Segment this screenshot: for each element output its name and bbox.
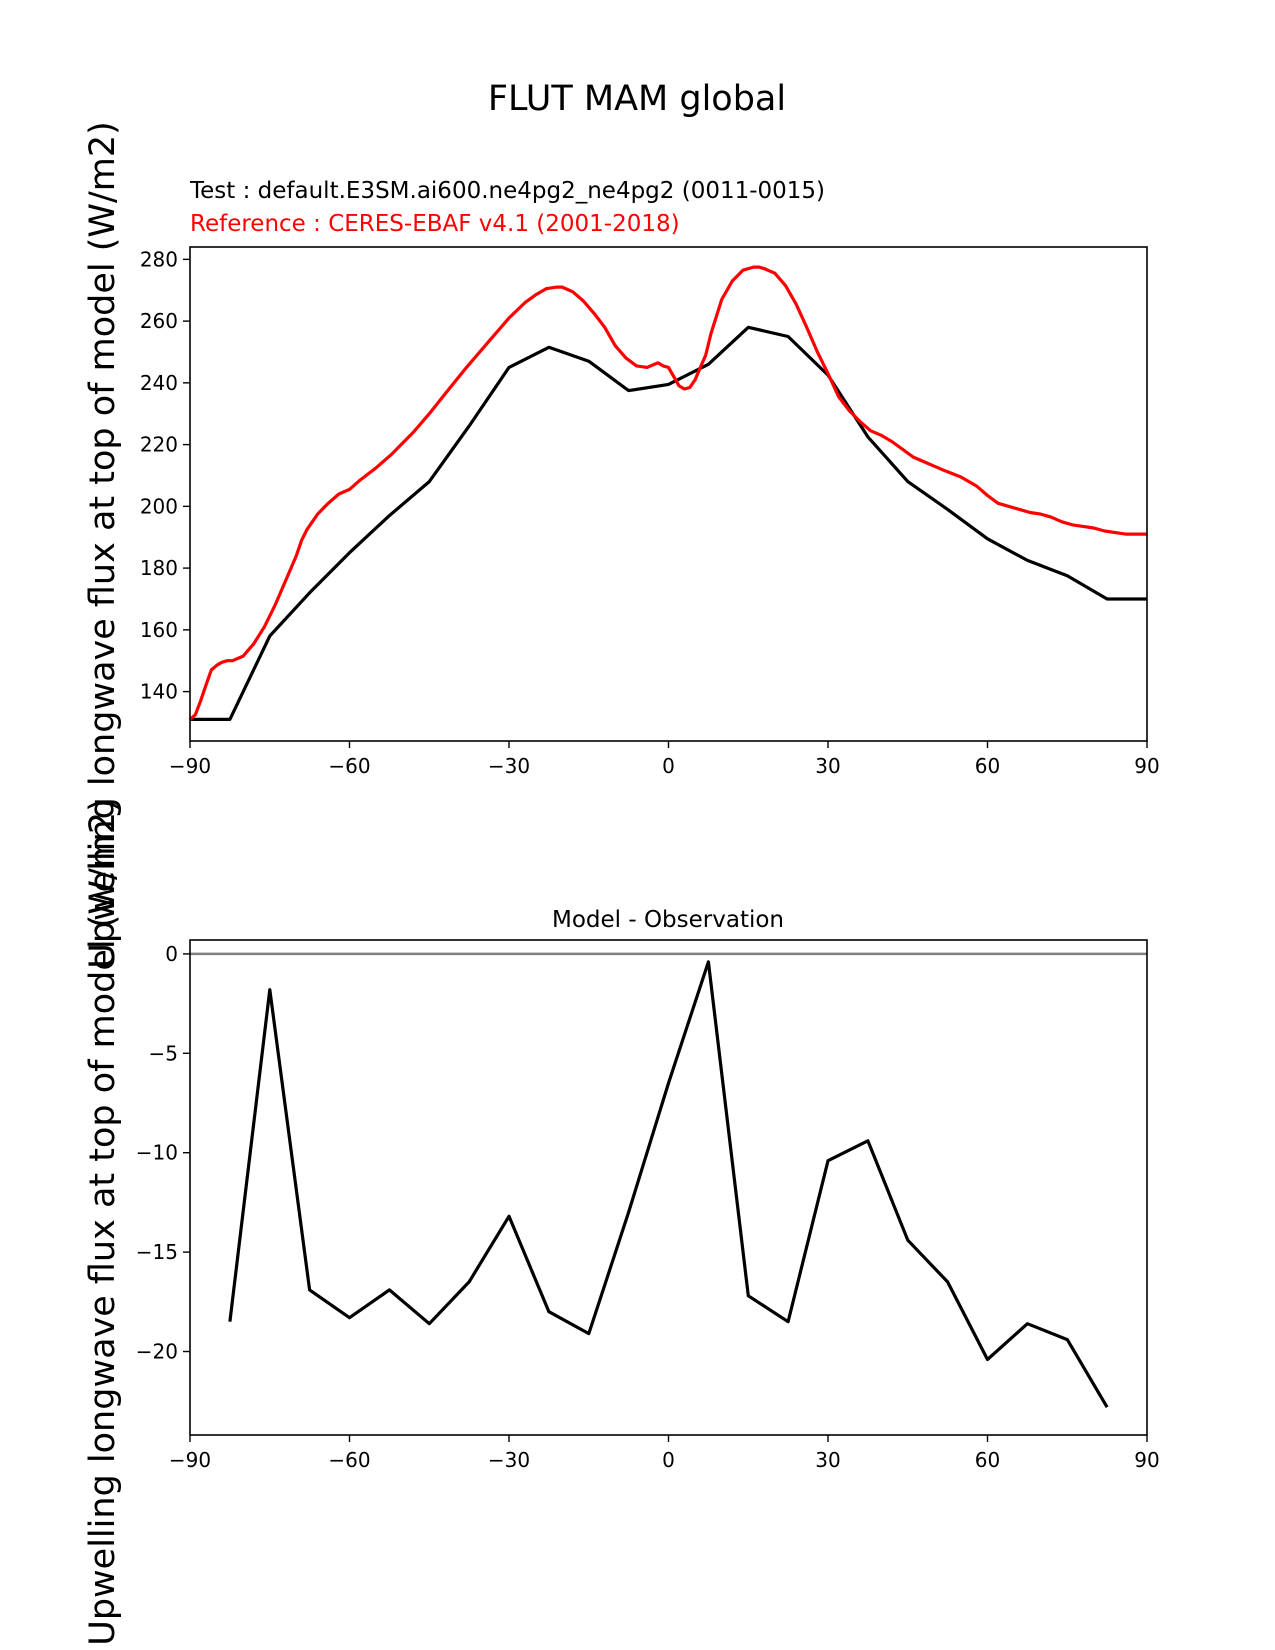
y-tick-label: 240 bbox=[140, 371, 178, 395]
y-tick-label: 260 bbox=[140, 309, 178, 333]
x-tick-label: −90 bbox=[169, 754, 211, 778]
top-title-test: Test : default.E3SM.ai600.ne4pg2_ne4pg2 … bbox=[189, 178, 825, 204]
x-tick-label: 90 bbox=[1134, 754, 1159, 778]
y-tick-label: 200 bbox=[140, 494, 178, 518]
bottom-title: Model - Observation bbox=[552, 907, 784, 933]
series-line-reference bbox=[188, 265, 1147, 721]
top-y-axis-label: Upwelling longwave flux at top of model … bbox=[83, 121, 123, 969]
x-tick-label: 30 bbox=[815, 1448, 840, 1472]
x-tick-label: −60 bbox=[328, 1448, 370, 1472]
top-plot: −90 −60 −30 0 30 60 90 140 160 180 200 220 240 260 280 bbox=[140, 246, 1160, 778]
y-tick-label: 0 bbox=[165, 942, 178, 966]
y-tick-label: 160 bbox=[140, 618, 178, 642]
x-tick-label: 0 bbox=[662, 1448, 675, 1472]
y-tick-label: 140 bbox=[140, 680, 178, 704]
x-tick-label: −60 bbox=[328, 754, 370, 778]
y-tick-label: −20 bbox=[136, 1340, 178, 1364]
y-tick-label: 280 bbox=[140, 247, 178, 271]
top-title-reference: Reference : CERES-EBAF v4.1 (2001-2018) bbox=[190, 211, 680, 237]
bottom-y-axis-label: Upwelling longwave flux at top of model … bbox=[83, 798, 123, 1646]
y-tick-label: −15 bbox=[136, 1240, 178, 1264]
x-tick-label: 0 bbox=[662, 754, 675, 778]
series-line-test bbox=[190, 325, 1147, 722]
x-tick-label: 60 bbox=[975, 1448, 1000, 1472]
x-tick-label: 30 bbox=[815, 754, 840, 778]
y-tick-label: −10 bbox=[136, 1141, 178, 1165]
x-tick-label: 90 bbox=[1134, 1448, 1159, 1472]
y-tick-label: 220 bbox=[140, 433, 178, 457]
bottom-plot: −90 −60 −30 0 30 60 90 0 −5 −10 −15 −20 bbox=[136, 939, 1160, 1472]
x-tick-label: −30 bbox=[488, 1448, 530, 1472]
y-tick-label: 180 bbox=[140, 556, 178, 580]
y-tick-label: −5 bbox=[149, 1041, 178, 1065]
x-tick-label: 60 bbox=[975, 754, 1000, 778]
x-tick-label: −90 bbox=[169, 1448, 211, 1472]
x-tick-label: −30 bbox=[488, 754, 530, 778]
figure-title: FLUT MAM global bbox=[488, 79, 786, 119]
series-line-difference bbox=[228, 960, 1109, 1409]
